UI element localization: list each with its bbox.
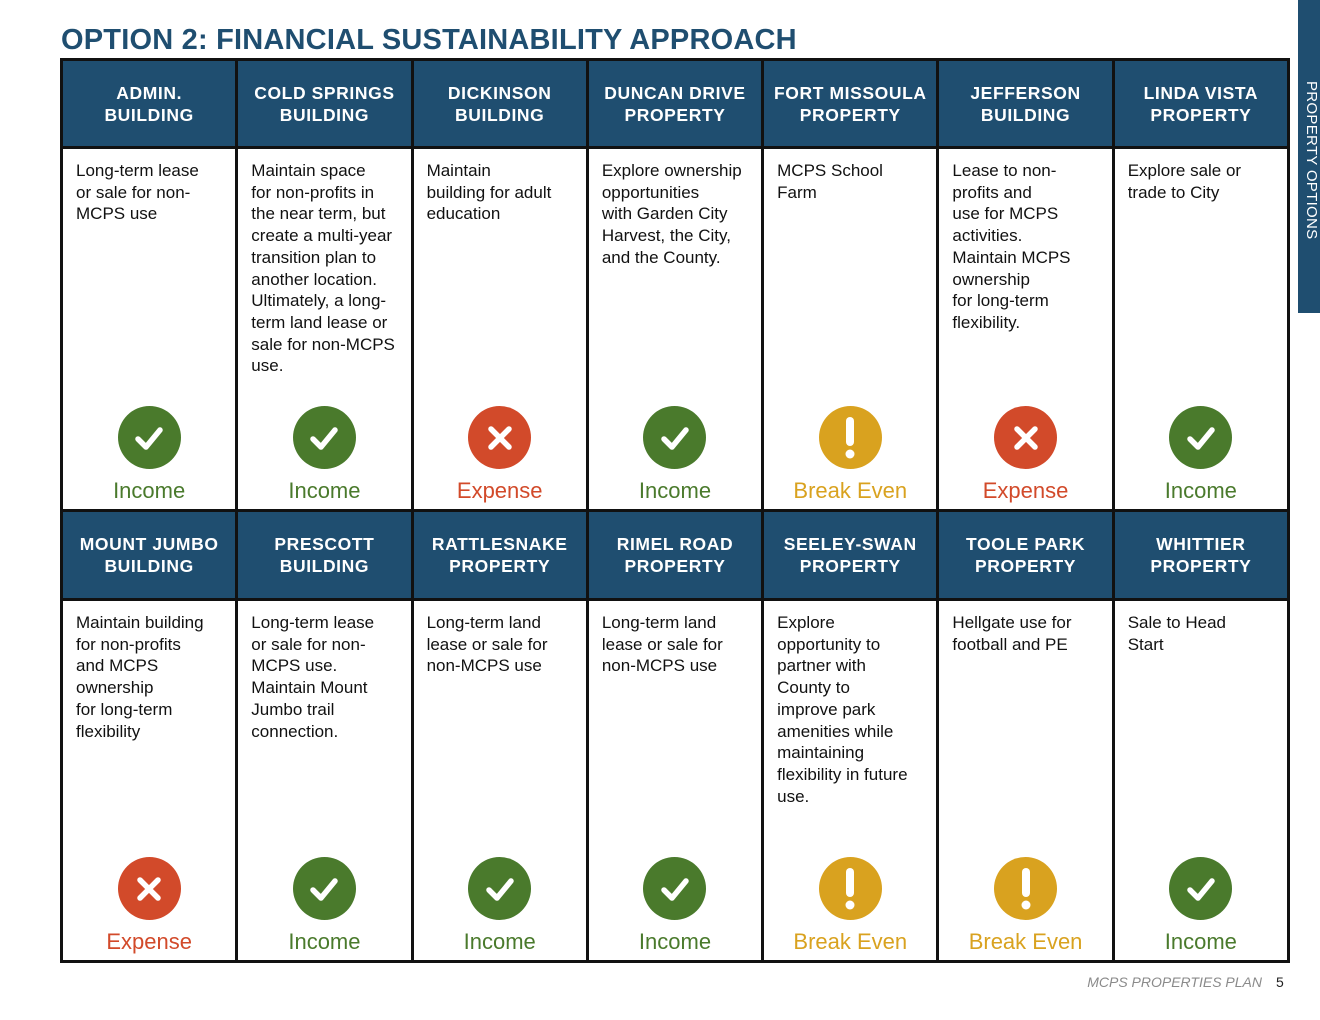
status-label: Expense	[456, 478, 543, 503]
property-cell: MCPS School Farm Break Even	[764, 149, 937, 509]
check-icon	[292, 406, 356, 469]
property-description: Explore sale or trade to City	[1127, 161, 1242, 202]
property-description: Lease to non- profits and use for MCPS a…	[952, 161, 1071, 332]
side-tab	[1298, 0, 1320, 313]
property-header: ADMIN. BUILDING	[63, 61, 236, 146]
check-icon	[468, 857, 532, 920]
status-label: Income	[1164, 478, 1237, 503]
status-label: Income	[1164, 929, 1237, 954]
property-cell: Sale to Head Start Income	[1114, 601, 1287, 960]
status-label: Expense	[982, 478, 1069, 503]
property-description: Maintain space for non-profits in the ne…	[251, 161, 395, 376]
property-description: Long-term land lease or sale for non-MCP…	[426, 613, 548, 676]
exclamation-icon	[818, 406, 882, 469]
property-description: Maintain building for adult education	[426, 161, 552, 224]
status-label: Income	[638, 929, 712, 954]
check-icon	[1169, 406, 1233, 469]
property-header: LINDA VISTA PROPERTY	[1114, 61, 1287, 146]
x-icon	[994, 406, 1058, 469]
check-icon	[292, 857, 356, 920]
property-header: WHITTIER PROPERTY	[1114, 512, 1287, 598]
page-title: OPTION 2: FINANCIAL SUSTAINABILITY APPRO…	[61, 24, 797, 56]
property-cell: Maintain building for non-profits and MC…	[63, 601, 236, 960]
page-number: 5	[1276, 974, 1284, 990]
check-icon	[1169, 857, 1233, 920]
status-label: Income	[288, 478, 361, 503]
check-icon	[643, 857, 707, 920]
property-header: FORT MISSOULA PROPERTY	[764, 61, 937, 146]
property-description: Explore ownership opportunities with Gar…	[601, 161, 742, 267]
status-indicator: Income	[238, 406, 410, 505]
status-label: Income	[638, 478, 712, 503]
x-icon	[117, 857, 181, 920]
property-header: RIMEL ROAD PROPERTY	[588, 512, 762, 598]
status-indicator: Break Even	[939, 857, 1111, 956]
property-description: Maintain building for non-profits and MC…	[76, 613, 204, 741]
status-indicator: Expense	[939, 406, 1111, 505]
check-icon	[643, 406, 707, 469]
check-icon	[117, 406, 181, 469]
status-label: Break Even	[793, 478, 908, 503]
property-header: DICKINSON BUILDING	[413, 61, 586, 146]
status-indicator: Income	[414, 857, 586, 956]
status-indicator: Income	[1115, 857, 1287, 956]
property-cell: Explore ownership opportunities with Gar…	[588, 149, 762, 509]
exclamation-icon	[994, 857, 1058, 920]
property-cell: Lease to non- profits and use for MCPS a…	[939, 149, 1112, 509]
status-indicator: Expense	[63, 857, 235, 956]
status-label: Income	[288, 929, 361, 954]
property-cell: Explore sale or trade to City Income	[1114, 149, 1287, 509]
property-cell: Explore opportunity to partner with Coun…	[764, 601, 937, 960]
status-indicator: Break Even	[764, 406, 936, 505]
status-indicator: Income	[63, 406, 235, 505]
x-icon	[468, 406, 532, 469]
property-cell: Long-term lease or sale for non- MCPS us…	[63, 149, 236, 509]
property-header: SEELEY-SWAN PROPERTY	[764, 512, 937, 598]
property-header: JEFFERSON BUILDING	[939, 61, 1112, 146]
status-label: Break Even	[793, 929, 908, 954]
status-label: Income	[113, 478, 186, 503]
status-indicator: Break Even	[764, 857, 936, 956]
property-header: COLD SPRINGS BUILDING	[238, 61, 411, 146]
status-label: Expense	[106, 929, 192, 954]
status-indicator: Income	[238, 857, 410, 956]
footer-label: MCPS PROPERTIES PLAN	[1087, 974, 1262, 990]
property-description: Long-term lease or sale for non- MCPS us…	[76, 161, 199, 224]
property-options-table: ADMIN. BUILDING COLD SPRINGS BUILDING DICK…	[60, 58, 1290, 963]
status-label: Income	[463, 929, 536, 954]
property-cell: Hellgate use for football and PE Break Ev…	[939, 601, 1112, 960]
status-indicator: Income	[1115, 406, 1287, 505]
property-header: PRESCOTT BUILDING	[238, 512, 411, 598]
status-indicator: Expense	[414, 406, 586, 505]
property-header: TOOLE PARK PROPERTY	[939, 512, 1112, 598]
property-description: Long-term lease or sale for non- MCPS us…	[251, 613, 375, 741]
status-indicator: Income	[589, 857, 761, 956]
status-label: Break Even	[968, 929, 1083, 954]
property-description: MCPS School Farm	[777, 161, 883, 202]
property-cell: Long-term land lease or sale for non-MCP…	[413, 601, 586, 960]
property-header: DUNCAN DRIVE PROPERTY	[588, 61, 762, 146]
property-description: Explore opportunity to partner with Coun…	[777, 613, 908, 806]
status-indicator: Income	[589, 406, 761, 505]
property-header: RATTLESNAKE PROPERTY	[413, 512, 586, 598]
exclamation-icon	[818, 857, 882, 920]
property-description: Sale to Head Start	[1127, 613, 1226, 654]
property-cell: Long-term land lease or sale for non-MCP…	[588, 601, 762, 960]
property-header: MOUNT JUMBO BUILDING	[63, 512, 236, 598]
property-cell: Maintain space for non-profits in the ne…	[238, 149, 411, 509]
property-description: Hellgate use for football and PE	[952, 613, 1072, 654]
property-description: Long-term land lease or sale for non-MCP…	[601, 613, 723, 676]
property-cell: Maintain building for adult education Exp…	[413, 149, 586, 509]
side-tab-label: PROPERTY OPTIONS	[1303, 80, 1320, 240]
property-cell: Long-term lease or sale for non- MCPS us…	[238, 601, 411, 960]
